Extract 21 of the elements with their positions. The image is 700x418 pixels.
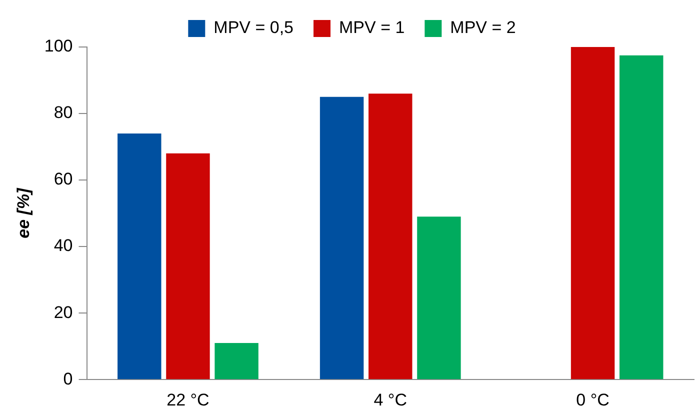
bar bbox=[620, 55, 664, 380]
y-tick-label: 0 bbox=[63, 369, 73, 388]
x-tick-label: 22 °C bbox=[166, 390, 210, 410]
bar bbox=[214, 343, 258, 380]
legend-label: MPV = 0,5 bbox=[214, 18, 294, 38]
legend-label: MPV = 2 bbox=[450, 18, 516, 38]
y-tick-label: 60 bbox=[54, 170, 73, 189]
x-tick-label: 0 °C bbox=[576, 390, 610, 410]
bar bbox=[368, 94, 412, 380]
x-tick-label: 4 °C bbox=[374, 390, 408, 410]
y-tick-label: 80 bbox=[54, 103, 73, 122]
legend-label: MPV = 1 bbox=[339, 18, 405, 38]
y-axis-title: ee [%] bbox=[14, 186, 33, 238]
bar bbox=[570, 47, 615, 380]
y-tick-label: 40 bbox=[54, 236, 73, 256]
bar bbox=[118, 133, 162, 380]
bar bbox=[166, 153, 210, 380]
bar bbox=[417, 216, 461, 380]
y-tick-label: 100 bbox=[44, 36, 73, 56]
bar bbox=[320, 96, 364, 380]
y-tick-label: 20 bbox=[54, 302, 73, 322]
